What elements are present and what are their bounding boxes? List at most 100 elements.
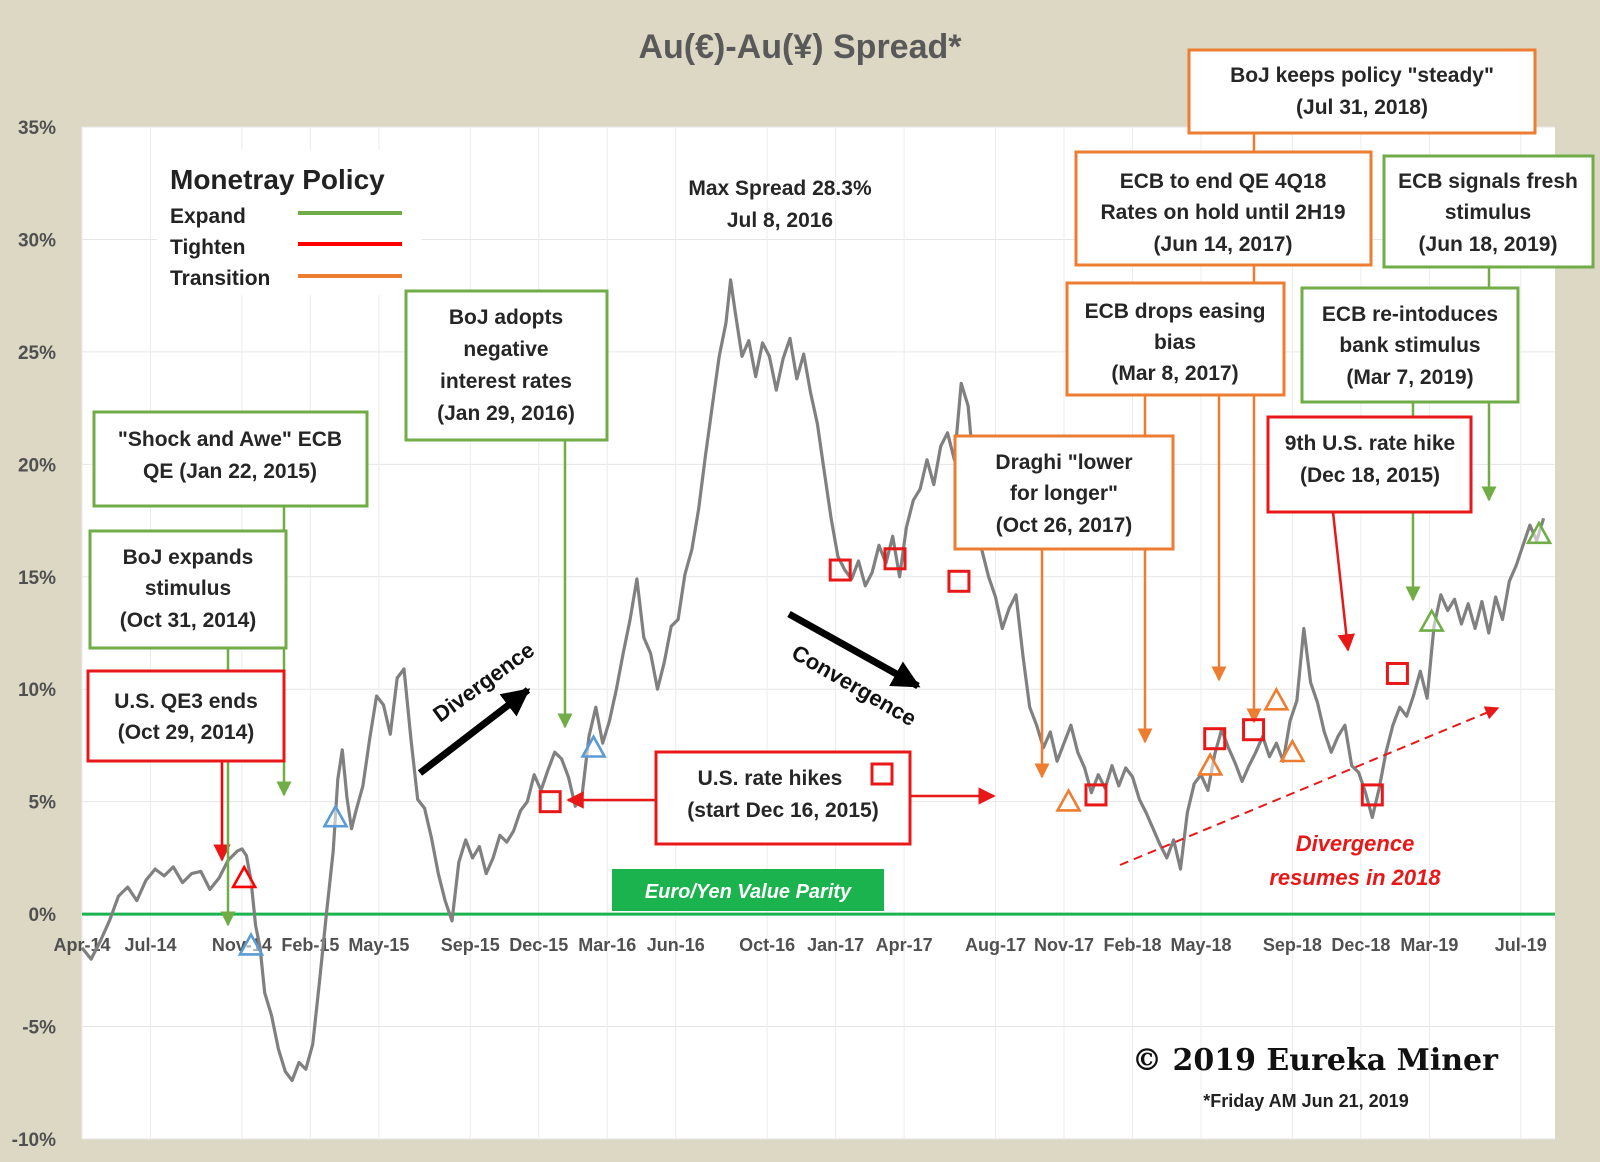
callout-shock-and-awe: "Shock and Awe" ECB QE (Jan 22, 2015) [92, 410, 369, 508]
callout-us-rate-hikes: U.S. rate hikes (start Dec 16, 2015) [654, 750, 912, 846]
legend-item-transition: Transition [170, 267, 270, 290]
y-tick-label: 30% [18, 230, 56, 251]
policy-triangle-marker [1263, 686, 1290, 711]
callout-qe3-ends: U.S. QE3 ends (Oct 29, 2014) [86, 669, 286, 763]
rate-hike-square-marker [947, 569, 971, 593]
rate-hike-square-marker [828, 558, 852, 582]
svg-text:(Oct 26, 2017): (Oct 26, 2017) [996, 514, 1133, 537]
footnote: *Friday AM Jun 21, 2019 [1203, 1091, 1408, 1111]
callout-ninth-rate-hike: 9th U.S. rate hike (Dec 18, 2015) [1266, 415, 1473, 514]
svg-text:ECB drops easing: ECB drops easing [1085, 300, 1266, 323]
callout-ecb-reintroduces: ECB re-intoduces bank stimulus (Mar 7, 2… [1300, 286, 1520, 404]
policy-triangle-marker [237, 931, 265, 956]
svg-text:QE (Jan 22, 2015): QE (Jan 22, 2015) [143, 460, 317, 483]
rate-hike-square-marker [1360, 783, 1384, 807]
svg-text:(Oct 29, 2014): (Oct 29, 2014) [118, 721, 255, 744]
policy-triangle-marker [1418, 608, 1445, 632]
callout-boj-expands: BoJ expands stimulus (Oct 31, 2014) [88, 529, 288, 650]
callout-draghi: Draghi "lower for longer" (Oct 26, 2017) [953, 434, 1175, 551]
svg-text:Rates on hold until 2H19: Rates on hold until 2H19 [1100, 201, 1345, 224]
policy-triangle-marker [1279, 738, 1306, 763]
callout-ecb-end-qe: ECB to end QE 4Q18 Rates on hold until 2… [1074, 150, 1373, 267]
svg-text:BoJ keeps policy "steady": BoJ keeps policy "steady" [1230, 64, 1494, 87]
x-tick-label: Sep-15 [441, 935, 500, 955]
svg-text:ECB re-intoduces: ECB re-intoduces [1322, 303, 1498, 326]
rate-hike-square-marker [1084, 783, 1108, 807]
policy-triangle-marker [322, 803, 349, 828]
divergence-arrow [417, 687, 531, 776]
y-tick-label: 10% [18, 680, 56, 701]
svg-text:bias: bias [1154, 331, 1196, 354]
x-tick-label: Jun-16 [647, 935, 705, 955]
x-tick-label: Oct-16 [739, 935, 795, 955]
svg-text:bank stimulus: bank stimulus [1339, 334, 1480, 357]
policy-triangle-marker [580, 734, 607, 758]
x-tick-label: Aug-17 [965, 935, 1026, 955]
legend: Monetray Policy Expand Tighten Transitio… [157, 150, 422, 295]
svg-text:for longer": for longer" [1010, 482, 1118, 505]
y-tick-label: 15% [18, 568, 56, 589]
callout-ecb-drops-easing: ECB drops easing bias (Mar 8, 2017) [1065, 281, 1286, 397]
series-line [80, 278, 1546, 1083]
callout-ecb-fresh-stimulus: ECB signals fresh stimulus (Jun 18, 2019… [1382, 154, 1595, 269]
svg-text:(Jan 29, 2016): (Jan 29, 2016) [437, 402, 575, 425]
svg-text:BoJ expands: BoJ expands [123, 546, 254, 569]
policy-triangle-marker [1525, 520, 1553, 545]
rate-hike-square-marker [883, 547, 907, 571]
svg-text:Euro/Yen Value Parity: Euro/Yen Value Parity [645, 881, 852, 903]
policy-triangle-marker [1196, 752, 1224, 776]
y-tick-label: -10% [12, 1130, 56, 1151]
max-spread-label: Max Spread 28.3% [688, 177, 872, 200]
y-axis-ticks: 35% 30% 25% 20% 15% 10% 5% 0% -5% -10% [12, 118, 56, 1151]
parity-label: Euro/Yen Value Parity [612, 869, 884, 911]
x-tick-label: Feb-18 [1103, 935, 1161, 955]
rate-hike-square-marker [1203, 727, 1227, 751]
svg-text:(Jun 18, 2019): (Jun 18, 2019) [1419, 233, 1558, 256]
rate-hike-square-marker [538, 790, 562, 814]
legend-title: Monetray Policy [170, 164, 385, 195]
svg-text:(Jul 31, 2018): (Jul 31, 2018) [1296, 96, 1428, 119]
x-tick-label: Mar-16 [578, 935, 636, 955]
x-tick-label: Mar-19 [1400, 935, 1458, 955]
x-tick-label: Nov-17 [1034, 935, 1094, 955]
copyright: © 2019 Eureka Miner [1132, 1043, 1499, 1078]
svg-text:ECB signals fresh: ECB signals fresh [1398, 170, 1578, 193]
x-tick-label: Dec-18 [1331, 935, 1390, 955]
svg-text:BoJ adopts: BoJ adopts [449, 306, 563, 329]
svg-text:stimulus: stimulus [1445, 201, 1531, 224]
markers [230, 520, 1553, 956]
x-tick-label: Jan-17 [807, 935, 864, 955]
x-tick-label: May-15 [348, 935, 409, 955]
y-tick-label: 25% [18, 343, 56, 364]
divergence-resumes-line1: Divergence [1296, 831, 1415, 856]
svg-text:(Jun 14, 2017): (Jun 14, 2017) [1154, 233, 1293, 256]
x-tick-label: Dec-15 [509, 935, 568, 955]
svg-text:(Oct 31, 2014): (Oct 31, 2014) [120, 609, 257, 632]
svg-text:Draghi "lower: Draghi "lower [995, 451, 1132, 474]
legend-item-tighten: Tighten [170, 236, 245, 259]
x-tick-label: May-18 [1171, 935, 1232, 955]
rate-hike-square-marker [1385, 661, 1409, 685]
y-tick-label: 5% [29, 793, 57, 814]
max-spread-date: Jul 8, 2016 [727, 209, 833, 232]
y-tick-label: 20% [18, 455, 56, 476]
chart-title: Au(€)-Au(¥) Spread* [638, 28, 962, 66]
convergence-arrow [787, 610, 921, 690]
svg-text:U.S. rate hikes: U.S. rate hikes [698, 767, 843, 790]
svg-text:"Shock and Awe" ECB: "Shock and Awe" ECB [118, 428, 342, 451]
svg-text:(Mar 8, 2017): (Mar 8, 2017) [1111, 362, 1238, 385]
svg-text:ECB to end QE 4Q18: ECB to end QE 4Q18 [1120, 170, 1327, 193]
y-tick-label: 0% [29, 905, 57, 926]
y-tick-label: -5% [22, 1018, 56, 1039]
svg-text:9th U.S. rate hike: 9th U.S. rate hike [1285, 432, 1455, 455]
svg-text:stimulus: stimulus [145, 577, 231, 600]
divergence-resumes-line2: resumes in 2018 [1269, 865, 1441, 890]
legend-item-expand: Expand [170, 205, 246, 228]
svg-text:(Dec 18, 2015): (Dec 18, 2015) [1300, 464, 1440, 487]
callout-boj-steady: BoJ keeps policy "steady" (Jul 31, 2018) [1187, 48, 1537, 135]
x-tick-label: Apr-17 [876, 935, 933, 955]
policy-triangle-marker [230, 864, 258, 889]
x-tick-label: Feb-15 [281, 935, 339, 955]
svg-text:interest rates: interest rates [440, 370, 572, 393]
